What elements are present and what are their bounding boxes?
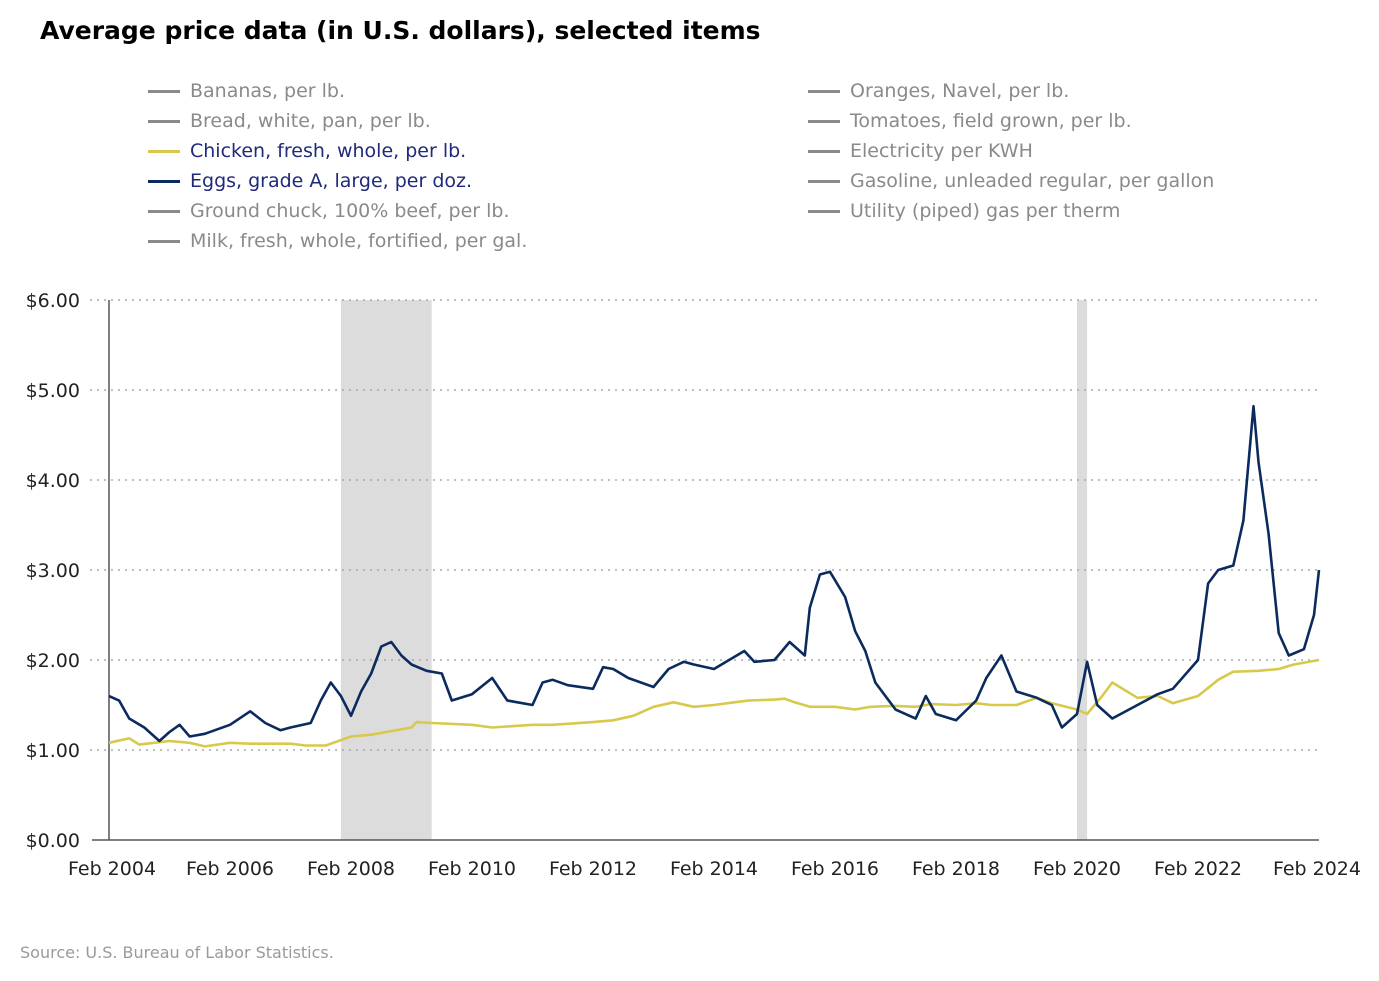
legend-label: Electricity per KWH bbox=[850, 140, 1033, 162]
legend-swatch bbox=[808, 119, 840, 123]
x-tick-label: Feb 2004 bbox=[68, 858, 156, 880]
legend-label: Oranges, Navel, per lb. bbox=[850, 80, 1070, 102]
x-tick-label: Feb 2020 bbox=[1033, 858, 1121, 880]
x-tick-label: Feb 2024 bbox=[1273, 858, 1361, 880]
y-tick-label: $4.00 bbox=[26, 470, 80, 492]
y-tick-label: $5.00 bbox=[26, 380, 80, 402]
legend-swatch bbox=[808, 89, 840, 93]
y-tick-label: $3.00 bbox=[26, 560, 80, 582]
legend-item[interactable]: Milk, fresh, whole, fortified, per gal. bbox=[148, 226, 527, 256]
y-tick-label: $2.00 bbox=[26, 650, 80, 672]
legend-label: Bananas, per lb. bbox=[190, 80, 346, 102]
legend-swatch bbox=[148, 239, 180, 243]
source-note: Source: U.S. Bureau of Labor Statistics. bbox=[20, 943, 334, 962]
legend-item[interactable]: Electricity per KWH bbox=[808, 136, 1214, 166]
legend-label: Bread, white, pan, per lb. bbox=[190, 110, 431, 132]
x-tick-label: Feb 2012 bbox=[549, 858, 637, 880]
recession-band bbox=[340, 300, 432, 840]
legend-swatch bbox=[148, 179, 180, 183]
legend-item[interactable]: Gasoline, unleaded regular, per gallon bbox=[808, 166, 1214, 196]
legend-item[interactable]: Ground chuck, 100% beef, per lb. bbox=[148, 196, 527, 226]
x-tick-label: Feb 2014 bbox=[670, 858, 758, 880]
series-line bbox=[108, 404, 1321, 743]
x-tick-label: Feb 2006 bbox=[186, 858, 274, 880]
legend-label: Milk, fresh, whole, fortified, per gal. bbox=[190, 230, 528, 252]
legend-item[interactable]: Eggs, grade A, large, per doz. bbox=[148, 166, 527, 196]
recession-band bbox=[1077, 300, 1088, 840]
y-tick-label: $0.00 bbox=[26, 830, 80, 852]
legend-label: Ground chuck, 100% beef, per lb. bbox=[190, 200, 510, 222]
line-chart: $0.00 $1.00 $2.00 $3.00 $4.00 $5.00 $6.00 Feb 2… bbox=[26, 290, 1361, 880]
x-tick-label: Feb 2018 bbox=[912, 858, 1000, 880]
legend-item[interactable]: Utility (piped) gas per therm bbox=[808, 196, 1214, 226]
legend-swatch bbox=[148, 119, 180, 123]
y-tick-label: $6.00 bbox=[26, 290, 80, 312]
legend-item[interactable]: Oranges, Navel, per lb. bbox=[808, 76, 1214, 106]
legend-swatch bbox=[148, 89, 180, 93]
legend-item[interactable]: Bread, white, pan, per lb. bbox=[148, 106, 527, 136]
legend-item[interactable]: Bananas, per lb. bbox=[148, 76, 527, 106]
legend-swatch bbox=[808, 209, 840, 213]
legend-item[interactable]: Chicken, fresh, whole, per lb. bbox=[148, 136, 527, 166]
x-tick-label: Feb 2022 bbox=[1154, 858, 1242, 880]
legend-label: Eggs, grade A, large, per doz. bbox=[190, 170, 473, 192]
y-tick-label: $1.00 bbox=[26, 740, 80, 762]
legend-item[interactable]: Tomatoes, field grown, per lb. bbox=[808, 106, 1214, 136]
legend-swatch bbox=[148, 209, 180, 213]
legend-swatch bbox=[808, 179, 840, 183]
legend-label: Tomatoes, field grown, per lb. bbox=[850, 110, 1132, 132]
x-tick-label: Feb 2016 bbox=[791, 858, 879, 880]
legend-label: Chicken, fresh, whole, per lb. bbox=[190, 140, 467, 162]
legend-label: Gasoline, unleaded regular, per gallon bbox=[850, 170, 1215, 192]
x-tick-label: Feb 2010 bbox=[428, 858, 516, 880]
chart-title: Average price data (in U.S. dollars), se… bbox=[40, 16, 761, 45]
legend-right: Oranges, Navel, per lb. Tomatoes, field g… bbox=[808, 76, 1214, 226]
x-tick-label: Feb 2008 bbox=[307, 858, 395, 880]
legend-label: Utility (piped) gas per therm bbox=[850, 200, 1121, 222]
legend-swatch bbox=[808, 149, 840, 153]
legend-left: Bananas, per lb. Bread, white, pan, per l… bbox=[148, 76, 527, 256]
series-line bbox=[108, 658, 1320, 748]
legend-swatch bbox=[148, 149, 180, 153]
